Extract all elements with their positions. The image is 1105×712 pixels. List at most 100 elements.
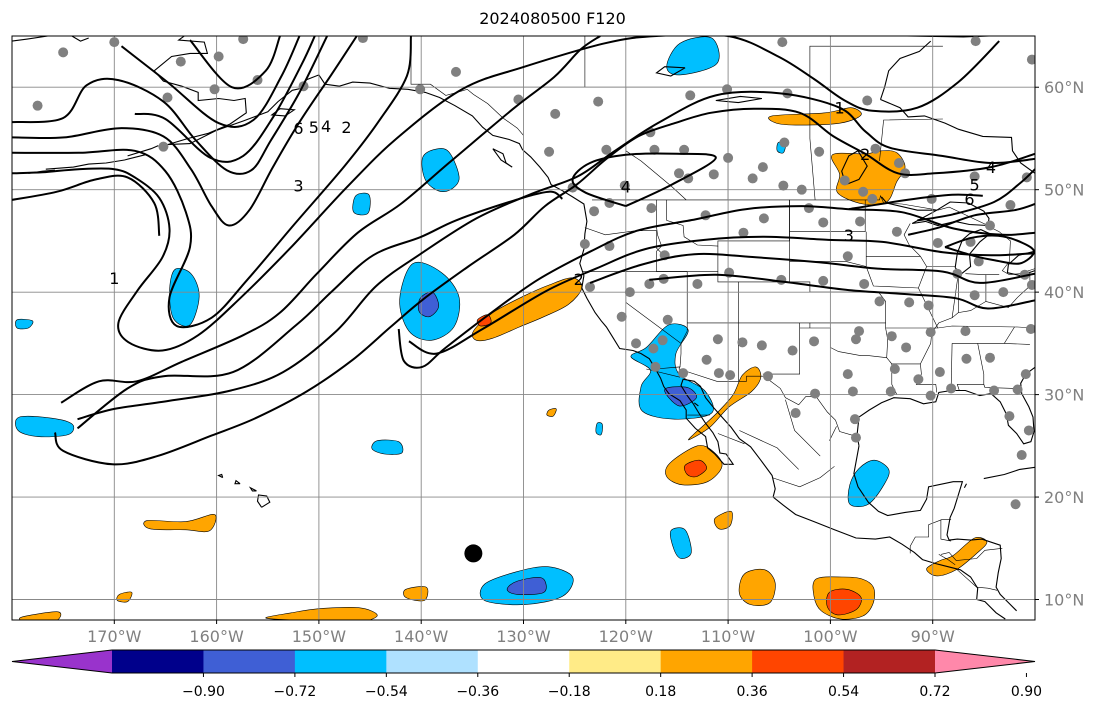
contour-label: 6 (293, 119, 303, 138)
station-dot (678, 368, 689, 379)
border-line (772, 466, 835, 488)
lon-label: 130°W (496, 627, 551, 646)
station-dot (867, 193, 878, 204)
contour-line (649, 273, 1035, 310)
station-dot (722, 84, 733, 95)
station-dot (814, 146, 825, 157)
colorbar: −0.90 −0.72 −0.54 −0.36 −0.18 0.18 0.36 0.54 0.7… (11, 649, 1042, 700)
coastline (963, 483, 967, 489)
coastline (256, 494, 271, 508)
contour-label: 4 (621, 178, 631, 197)
coastline (270, 108, 296, 117)
station-dot (923, 300, 934, 311)
contour-label: 1 (109, 269, 119, 288)
lon-label: 100°W (803, 627, 858, 646)
station-dot (969, 171, 980, 182)
contour-line (120, 36, 301, 128)
station-dot (601, 144, 612, 155)
coastline (12, 36, 89, 42)
station-dot (762, 371, 773, 382)
station-dot (925, 327, 936, 338)
colorbar-tick-label: −0.72 (273, 684, 316, 700)
border-line (938, 554, 956, 565)
station-dot (109, 37, 120, 48)
contour-line (571, 152, 717, 208)
station-dot (579, 238, 590, 249)
storm-center-marker (464, 544, 483, 563)
station-dot (900, 168, 911, 179)
station-dot (998, 287, 1009, 298)
colorbar-extend-high (935, 650, 1035, 673)
contour-line (134, 36, 316, 163)
coastline (248, 486, 257, 492)
colorbar-segment (569, 650, 662, 673)
border-line (903, 223, 921, 257)
station-dot (787, 345, 798, 356)
station-dot (58, 47, 69, 58)
station-dot (790, 408, 801, 419)
contour-line (589, 252, 1035, 284)
station-dot (1004, 411, 1015, 422)
positive-anomaly (546, 408, 557, 417)
contour-label: 4 (321, 117, 331, 136)
station-dot (649, 144, 660, 155)
border-line (785, 399, 821, 457)
border-line (940, 519, 952, 542)
negative-anomaly (666, 36, 720, 76)
border-line (739, 430, 799, 470)
station-dot (984, 352, 995, 363)
station-dot (842, 251, 853, 262)
contour-label: 4 (986, 158, 996, 177)
positive-anomaly (143, 514, 217, 533)
station-dot (725, 370, 736, 381)
coastline (715, 95, 762, 104)
station-dot (624, 287, 635, 298)
station-dot (757, 162, 768, 173)
station-dot (712, 334, 723, 345)
station-dot (683, 173, 694, 184)
station-dot (855, 216, 866, 227)
border-line (717, 433, 745, 445)
station-dot (1016, 450, 1027, 461)
station-dot (858, 186, 869, 197)
coastline (879, 40, 932, 100)
contour-label: 5 (970, 176, 980, 195)
coastline (880, 98, 1035, 174)
border-line (666, 199, 790, 247)
station-dot (616, 311, 627, 322)
coastline (693, 402, 699, 407)
colorbar-segment (203, 650, 296, 673)
station-dot (619, 180, 630, 191)
contour-line (408, 235, 1035, 355)
border-line (762, 322, 800, 375)
negative-anomaly (669, 527, 692, 559)
station-dot (859, 278, 870, 289)
station-dot (1010, 499, 1021, 510)
border-line (584, 227, 662, 254)
station-dot (803, 203, 814, 214)
lon-label: 120°W (599, 627, 654, 646)
station-dot (970, 36, 981, 47)
station-dot (162, 92, 173, 103)
station-dot (32, 100, 43, 111)
negative-anomaly (371, 439, 404, 455)
lon-label: 140°W (394, 627, 449, 646)
border-line (809, 45, 943, 88)
station-dot (932, 237, 943, 248)
colorbar-tick-label: −0.54 (365, 684, 408, 700)
contour-label: 2 (341, 118, 351, 137)
border-line (950, 343, 953, 391)
lon-label: 90°W (911, 627, 955, 646)
station-dot (850, 334, 861, 345)
contour-lines (12, 36, 1035, 466)
station-dot (850, 432, 861, 443)
lon-label: 170°W (87, 627, 142, 646)
coastline (911, 201, 990, 227)
colorbar-tick-label: −0.36 (456, 684, 499, 700)
colorbar-segment (386, 650, 479, 673)
colorbar-tick-label: 0.54 (828, 684, 859, 700)
border-line (655, 366, 858, 437)
border-line (909, 519, 952, 554)
station-dot (544, 146, 555, 157)
station-dot (584, 282, 595, 293)
